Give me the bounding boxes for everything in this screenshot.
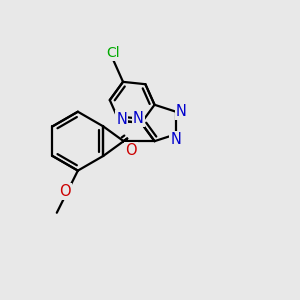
Text: N: N	[176, 104, 187, 119]
Text: Cl: Cl	[106, 46, 120, 59]
Text: N: N	[133, 111, 144, 126]
Text: N: N	[116, 112, 127, 127]
Text: O: O	[59, 184, 71, 199]
Text: O: O	[125, 143, 136, 158]
Text: N: N	[170, 132, 182, 147]
